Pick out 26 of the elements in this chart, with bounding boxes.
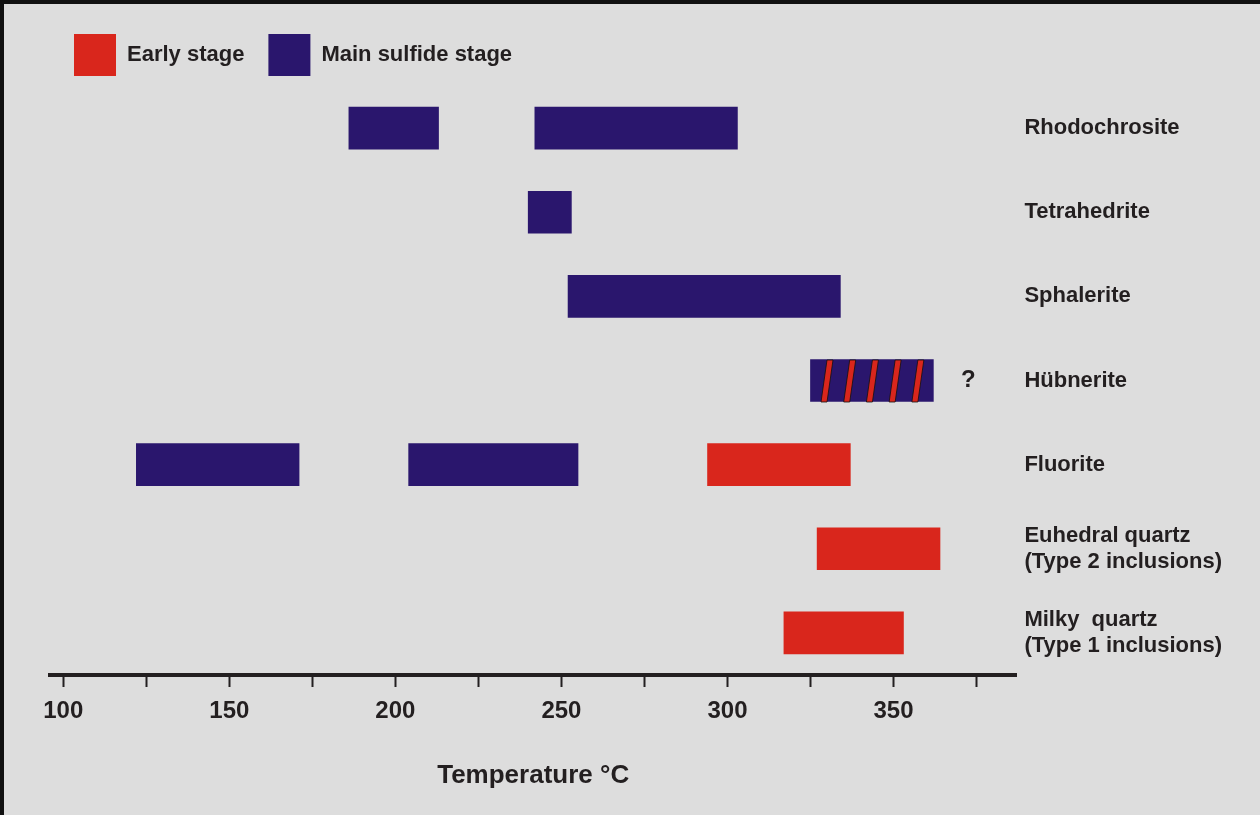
y-tick-label: Fluorite	[1024, 450, 1106, 476]
bar	[408, 443, 579, 486]
bar	[816, 527, 941, 571]
x-tick-label: 350	[873, 696, 914, 724]
bar	[707, 443, 851, 486]
x-tick-label: 100	[43, 696, 84, 724]
bar	[534, 106, 738, 150]
x-axis-title: Temperature °C	[437, 758, 630, 789]
annotation: ?	[961, 365, 976, 393]
y-tick-label: Hübnerite	[1024, 366, 1128, 392]
bar	[783, 611, 904, 655]
x-tick-label: 300	[707, 696, 748, 724]
y-tick-label: Milky quartz (Type 1 inclusions)	[1024, 605, 1222, 658]
bar	[567, 275, 841, 318]
y-tick-label: Tetrahedrite	[1024, 198, 1150, 224]
x-tick-label: 250	[541, 696, 582, 724]
bar	[348, 106, 439, 150]
bar	[136, 443, 300, 486]
bar	[527, 190, 572, 234]
legend-label: Main sulfide stage	[321, 41, 513, 67]
legend-label: Early stage	[127, 41, 245, 67]
y-tick-label: Rhodochrosite	[1024, 114, 1180, 140]
x-tick-label: 200	[375, 696, 416, 724]
y-tick-label: Sphalerite	[1024, 282, 1131, 308]
x-tick-label: 150	[209, 696, 250, 724]
y-tick-label: Euhedral quartz (Type 2 inclusions)	[1024, 521, 1222, 574]
